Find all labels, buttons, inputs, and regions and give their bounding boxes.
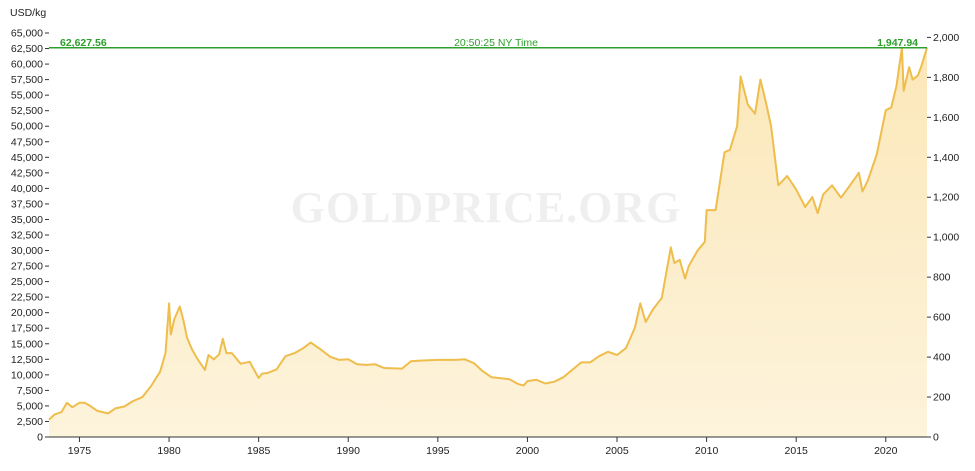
x-tick-label: 1980: [157, 445, 181, 457]
y-left-tick-label: 30,000: [11, 245, 43, 257]
y-left-tick-label: 35,000: [11, 214, 43, 226]
y-left-tick-label: 50,000: [11, 121, 43, 133]
y-right-tick-label: 600: [933, 312, 951, 324]
y-left-tick-label: 32,500: [11, 230, 43, 242]
y-left-tick-label: 12,500: [11, 354, 43, 366]
y-right-tick-label: 1,000: [933, 232, 959, 244]
y-left-tick-label: 65,000: [11, 28, 43, 40]
y-right-tick-label: 1,400: [933, 152, 959, 164]
y-left-tick-label: 2,500: [17, 416, 43, 428]
x-tick-label: 1985: [247, 445, 271, 457]
y-right-tick-label: 1,200: [933, 192, 959, 204]
x-axis: 1975 1980 1985 1990 1995 2000 2005 2010 2015 2020: [68, 437, 898, 457]
y-right-tick-label: 1,600: [933, 112, 959, 124]
y-left-tick-label: 40,000: [11, 183, 43, 195]
right-axis: 0 200 400 600 800 1,000 1,200 1,400 1,600 1,800 2,…: [927, 32, 959, 444]
y-left-tick-label: 52,500: [11, 105, 43, 117]
y-right-tick-label: 200: [933, 392, 951, 404]
x-tick-label: 2015: [785, 445, 809, 457]
x-tick-label: 2020: [874, 445, 898, 457]
y-right-tick-label: 400: [933, 352, 951, 364]
left-axis: 0 2,500 5,000 7,500 10,000 12,500 15,000 17,500…: [11, 28, 49, 444]
y-left-tick-label: 15,000: [11, 338, 43, 350]
price-line: [48, 46, 928, 421]
y-left-tick-label: 27,500: [11, 261, 43, 273]
y-left-tick-label: 62,500: [11, 43, 43, 55]
y-left-tick-label: 5,000: [17, 400, 43, 412]
y-left-tick-label: 7,500: [17, 385, 43, 397]
price-area: [49, 47, 927, 437]
current-time: 20:50:25 NY Time: [454, 37, 538, 49]
x-tick-label: 1975: [68, 445, 92, 457]
y-left-tick-label: 22,500: [11, 292, 43, 304]
y-left-tick-label: 37,500: [11, 198, 43, 210]
y-right-tick-label: 0: [933, 432, 939, 444]
y-left-tick-label: 25,000: [11, 276, 43, 288]
y-left-tick-label: 42,500: [11, 167, 43, 179]
y-right-tick-label: 800: [933, 272, 951, 284]
y-left-tick-label: 45,000: [11, 152, 43, 164]
watermark: GOLDPRICE.ORG: [291, 183, 682, 232]
y-left-tick-label: 47,500: [11, 136, 43, 148]
x-tick-label: 1990: [337, 445, 361, 457]
x-tick-label: 1995: [426, 445, 450, 457]
y-right-tick-label: 1,800: [933, 72, 959, 84]
x-tick-label: 2000: [516, 445, 540, 457]
y-left-tick-label: 10,000: [11, 369, 43, 381]
y-left-tick-label: 55,000: [11, 90, 43, 102]
current-price-right: 1,947.94: [877, 37, 918, 49]
y-left-tick-label: 20,000: [11, 307, 43, 319]
x-tick-label: 2010: [695, 445, 719, 457]
y-left-tick-label: 57,500: [11, 74, 43, 86]
x-tick-label: 2005: [605, 445, 629, 457]
y-left-tick-label: 60,000: [11, 59, 43, 71]
y-unit-label: USD/kg: [10, 7, 46, 19]
y-left-tick-label: 0: [37, 432, 43, 444]
current-price-left: 62,627.56: [60, 37, 107, 49]
y-left-tick-label: 17,500: [11, 323, 43, 335]
y-right-tick-label: 2,000: [933, 32, 959, 44]
